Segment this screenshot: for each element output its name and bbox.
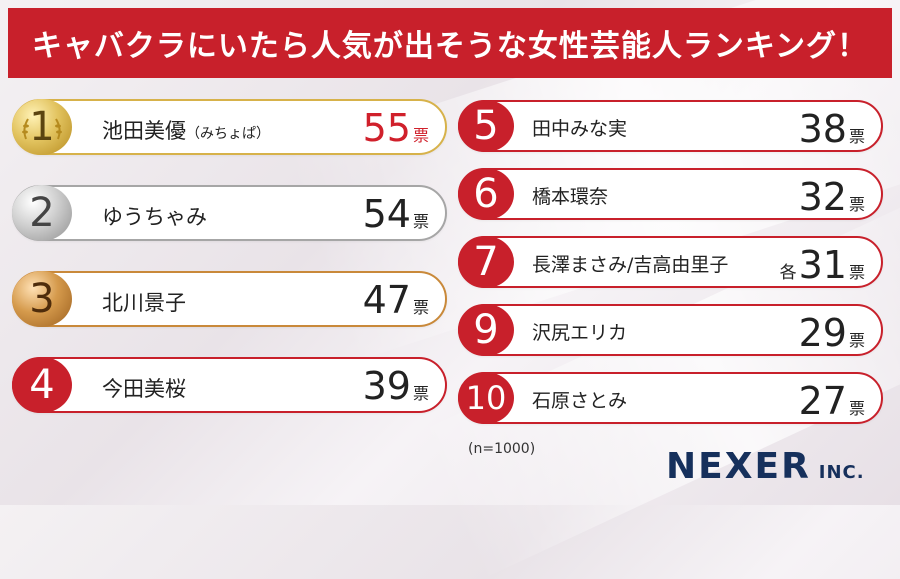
vote-count: 47 票	[363, 278, 429, 322]
vote-number: 32	[798, 175, 847, 219]
vote-count: 38 票	[799, 107, 865, 151]
rank-number: 1	[29, 104, 55, 150]
ranking-item-5: 5 田中みな実 38 票	[458, 100, 883, 152]
company-logo: NEXER INC.	[666, 446, 865, 487]
ranking-item-9: 9 沢尻エリカ 29 票	[458, 304, 883, 356]
vote-unit: 票	[848, 127, 865, 146]
vote-count: 32 票	[799, 175, 865, 219]
rank-badge: 4	[12, 357, 72, 413]
celebrity-name: ゆうちゃみ	[102, 205, 207, 229]
ranking-item-7: 7 長澤まさみ/吉高由里子 各 31 票	[458, 236, 883, 288]
rank-number: 3	[29, 276, 55, 322]
vote-unit: 票	[412, 212, 429, 231]
ranking-item-6: 6 橋本環奈 32 票	[458, 168, 883, 220]
rank-number: 4	[29, 362, 55, 408]
rank-number: 6	[473, 171, 499, 217]
vote-unit: 票	[848, 399, 865, 418]
rank-badge: 9	[458, 304, 514, 356]
celebrity-name: 田中みな実	[532, 118, 628, 140]
page-title: キャバクラにいたら人気が出そうな女性芸能人ランキング！	[31, 29, 869, 64]
rank-number: 9	[473, 307, 499, 353]
vote-count: 54 票	[363, 192, 429, 236]
celebrity-name: 長澤まさみ/吉高由里子	[532, 254, 729, 276]
vote-number: 38	[798, 107, 847, 151]
ranking-item-1: 1 池田美優（みちょぱ） 55 票	[12, 99, 447, 155]
logo-sub: INC.	[818, 462, 865, 483]
vote-number: 27	[798, 379, 847, 423]
silver-medal-icon: 2	[12, 185, 72, 241]
vote-count: 各 31 票	[780, 243, 865, 287]
name-text: 池田美優	[102, 119, 186, 143]
rank-badge: 5	[458, 100, 514, 152]
celebrity-name: 池田美優（みちょぱ）	[102, 115, 270, 145]
rank-number: 2	[29, 190, 55, 236]
celebrity-name: 橋本環奈	[532, 186, 609, 208]
vote-count: 27 票	[799, 379, 865, 423]
vote-number: 29	[798, 311, 847, 355]
vote-unit: 票	[848, 263, 865, 282]
ranking-item-3: 3 北川景子 47 票	[12, 271, 447, 327]
vote-number: 47	[362, 278, 411, 322]
gold-medal-icon: 1	[12, 99, 72, 155]
logo-main: NEXER	[666, 446, 811, 487]
sample-size-note: (n=1000)	[468, 441, 536, 457]
vote-count: 55 票	[363, 106, 429, 150]
vote-number: 54	[362, 192, 411, 236]
vote-unit: 票	[412, 384, 429, 403]
vote-count: 29 票	[799, 311, 865, 355]
name-note: （みちょぱ）	[186, 126, 270, 142]
rank-badge: 7	[458, 236, 514, 288]
vote-number: 39	[362, 364, 411, 408]
rank-number: 7	[473, 239, 499, 285]
vote-number: 55	[362, 106, 411, 150]
vote-unit: 票	[848, 195, 865, 214]
celebrity-name: 北川景子	[102, 291, 186, 315]
celebrity-name: 石原さとみ	[532, 390, 628, 412]
vote-unit: 票	[848, 331, 865, 350]
ranking-item-4: 4 今田美桜 39 票	[12, 357, 447, 413]
bronze-medal-icon: 3	[12, 271, 72, 327]
laurel-icon	[22, 118, 62, 140]
rank-badge: 6	[458, 168, 514, 220]
vote-count: 39 票	[363, 364, 429, 408]
celebrity-name: 今田美桜	[102, 377, 186, 401]
rank-number: 10	[465, 379, 507, 417]
rank-number: 5	[473, 103, 499, 149]
ranking-item-2: 2 ゆうちゃみ 54 票	[12, 185, 447, 241]
celebrity-name: 沢尻エリカ	[532, 322, 628, 344]
ranking-item-10: 10 石原さとみ 27 票	[458, 372, 883, 424]
vote-number: 31	[798, 243, 847, 287]
vote-unit: 票	[412, 126, 429, 145]
title-banner: キャバクラにいたら人気が出そうな女性芸能人ランキング！	[8, 8, 892, 78]
each-prefix: 各	[779, 263, 797, 283]
rank-badge: 10	[458, 372, 514, 424]
vote-unit: 票	[412, 298, 429, 317]
